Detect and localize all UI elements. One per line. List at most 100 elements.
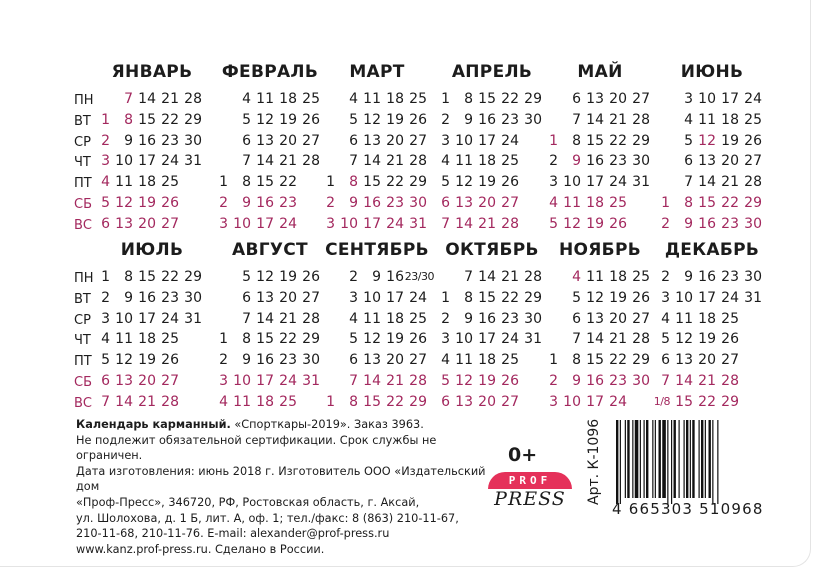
day-cell: 16: [478, 111, 496, 128]
day-cell: 4: [441, 153, 450, 170]
day-cell: 13: [115, 372, 133, 389]
weekday-label: ПН: [74, 271, 94, 286]
day-cell: 20: [609, 91, 627, 107]
day-cell: 18: [386, 91, 404, 107]
day-cell: 19: [698, 331, 716, 348]
day-cell: 12: [675, 331, 693, 348]
day-cell: 13: [363, 352, 381, 369]
day-cell: 23: [161, 132, 179, 149]
day-cell: 17: [478, 132, 496, 149]
day-cell: 5: [441, 174, 450, 191]
day-cell: 28: [632, 111, 650, 128]
day-cell: 17: [138, 310, 156, 327]
day-cell: 4: [684, 111, 693, 128]
day-cell: 31: [184, 310, 202, 327]
day-cell: 2: [101, 289, 110, 306]
day-cell: [739, 329, 762, 350]
day-cell: 10: [698, 91, 716, 107]
day-cell: 11: [455, 352, 473, 369]
day-cell: 25: [721, 310, 739, 327]
day-cell: 29: [632, 132, 650, 149]
day-cell: 26: [744, 132, 762, 149]
day-cell: 21: [279, 153, 297, 170]
day-cell: [437, 267, 450, 288]
day-cell: 17: [721, 91, 739, 107]
day-cell: 28: [161, 393, 179, 410]
prof-press-logo: PROF PRESS: [488, 472, 572, 512]
day-cell: [519, 392, 542, 413]
day-cell: 12: [363, 111, 381, 128]
day-cell: 4: [349, 91, 358, 107]
day-cell: 18: [478, 352, 496, 369]
day-cell: 25: [632, 269, 650, 285]
day-cell: 20: [698, 352, 716, 369]
weekday-label: СР: [74, 134, 91, 150]
day-cell: 6: [242, 132, 251, 149]
day-cell: 2: [661, 269, 670, 285]
day-cell: 19: [586, 215, 604, 232]
barcode-bar: [692, 420, 695, 498]
day-cell: 6: [441, 194, 450, 211]
day-cell: [179, 214, 202, 235]
day-cell: [657, 89, 670, 110]
day-cell: 23: [279, 352, 297, 369]
day-cell: 6: [349, 352, 358, 369]
day-cell: 22: [609, 132, 627, 149]
weekday-label: ВТ: [74, 113, 91, 129]
weekday-labels-bottom: ПН ВТ СР ЧТ ПТ СБ ВС: [74, 268, 94, 414]
barcode-bar: [616, 420, 619, 504]
day-cell: 24: [609, 174, 627, 191]
day-cell: 20: [386, 352, 404, 369]
day-cell: 25: [409, 310, 427, 327]
day-cell: 2: [326, 194, 335, 211]
barcode-bar: [704, 420, 706, 498]
imprint-text: Календарь карманный. «Спорткары-2019». З…: [76, 417, 506, 557]
day-cell: 18: [279, 91, 297, 107]
day-cell: 5: [572, 289, 581, 306]
day-cell: [322, 309, 335, 330]
day-cell: 3: [101, 310, 110, 327]
day-cell: [627, 193, 650, 214]
day-cell: 17: [363, 215, 381, 232]
imprint-line: Дата изготовления: июнь 2018 г. Изготови…: [76, 464, 486, 494]
day-cell: 3: [549, 174, 558, 191]
month-title: НОЯБРЬ: [559, 240, 641, 260]
day-cell: 15: [256, 331, 274, 348]
day-cell: 26: [409, 331, 427, 348]
day-cell: 9: [464, 310, 473, 327]
barcode-bar: [671, 420, 673, 504]
day-cell: 27: [632, 310, 650, 327]
day-cell: 1: [549, 132, 558, 149]
day-cell: 21: [609, 111, 627, 128]
day-cell: 15: [478, 289, 496, 306]
day-cell: 11: [115, 331, 133, 348]
day-cell: 4: [661, 310, 670, 327]
day-cell: 10: [340, 215, 358, 232]
day-cell: [739, 392, 762, 413]
day-cell: 30: [302, 352, 320, 369]
day-cell: 11: [363, 91, 381, 107]
day-cell: 28: [184, 91, 202, 107]
day-cell: 24: [409, 289, 427, 306]
day-cell: 27: [409, 132, 427, 149]
day-cell: 21: [138, 393, 156, 410]
logo-top-text: PROF: [488, 472, 572, 489]
day-cell: [215, 151, 228, 172]
day-cell: 22: [501, 289, 519, 306]
day-cell: 19: [138, 352, 156, 369]
day-cell: 9: [684, 269, 693, 285]
day-cell: 15: [138, 111, 156, 128]
day-cell: 24: [609, 393, 627, 410]
day-cell: 23: [501, 111, 519, 128]
month-title: АВГУСТ: [232, 240, 308, 260]
day-cell: 2: [549, 372, 558, 389]
day-cell: 18: [256, 393, 274, 410]
age-rating: 0+: [508, 444, 538, 466]
day-cell: 31: [524, 331, 542, 348]
day-cell: 3: [349, 289, 358, 306]
day-cell: 29: [302, 331, 320, 348]
day-cell: 19: [386, 331, 404, 348]
day-cell: 2: [349, 269, 358, 285]
day-cell: 25: [302, 91, 320, 107]
day-cell: 18: [138, 174, 156, 191]
